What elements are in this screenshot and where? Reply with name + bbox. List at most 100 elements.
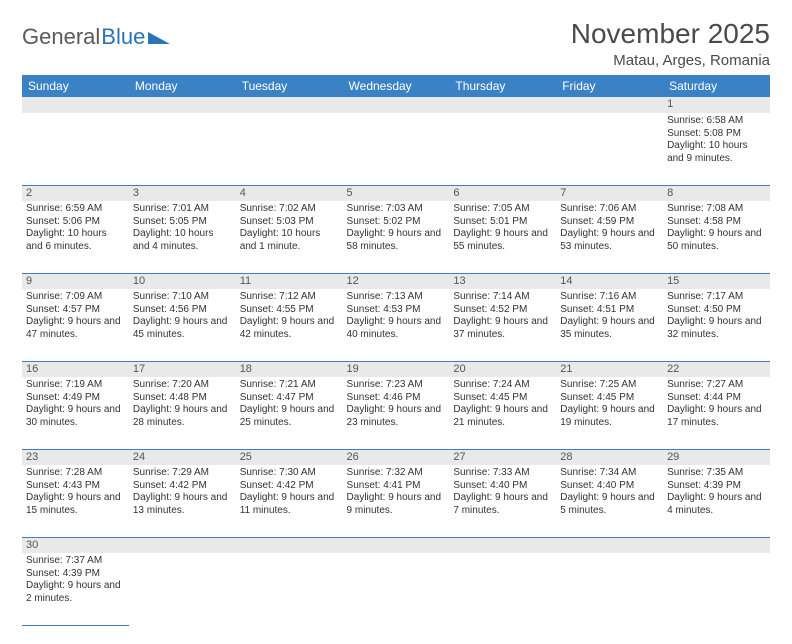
daylight-line: Daylight: 9 hours and 53 minutes. bbox=[560, 228, 659, 253]
day-number-cell bbox=[556, 537, 663, 553]
day-number-cell: 28 bbox=[556, 449, 663, 465]
daylight-line: Daylight: 9 hours and 35 minutes. bbox=[560, 316, 659, 341]
sunrise-line: Sunrise: 7:32 AM bbox=[347, 467, 446, 480]
sunrise-line: Sunrise: 7:14 AM bbox=[453, 291, 552, 304]
daylight-line: Daylight: 9 hours and 4 minutes. bbox=[667, 492, 766, 517]
sunrise-line: Sunrise: 7:33 AM bbox=[453, 467, 552, 480]
day-number-cell bbox=[22, 97, 129, 113]
sunset-line: Sunset: 4:40 PM bbox=[453, 480, 552, 493]
day-number-cell: 17 bbox=[129, 361, 236, 377]
sunset-line: Sunset: 4:44 PM bbox=[667, 392, 766, 405]
daylight-line: Daylight: 10 hours and 6 minutes. bbox=[26, 228, 125, 253]
day-number-cell: 1 bbox=[663, 97, 770, 113]
sunrise-line: Sunrise: 7:29 AM bbox=[133, 467, 232, 480]
weekday-header: Sunday bbox=[22, 75, 129, 97]
day-number-cell bbox=[343, 97, 450, 113]
sunrise-line: Sunrise: 7:17 AM bbox=[667, 291, 766, 304]
sunset-line: Sunset: 5:06 PM bbox=[26, 216, 125, 229]
day-cell: Sunrise: 7:25 AMSunset: 4:45 PMDaylight:… bbox=[556, 377, 663, 449]
day-cell: Sunrise: 7:05 AMSunset: 5:01 PMDaylight:… bbox=[449, 201, 556, 273]
page-subtitle: Matau, Arges, Romania bbox=[571, 52, 770, 69]
day-cell: Sunrise: 7:35 AMSunset: 4:39 PMDaylight:… bbox=[663, 465, 770, 537]
day-number-cell: 25 bbox=[236, 449, 343, 465]
sunrise-line: Sunrise: 7:12 AM bbox=[240, 291, 339, 304]
day-cell: Sunrise: 7:02 AMSunset: 5:03 PMDaylight:… bbox=[236, 201, 343, 273]
day-number-cell bbox=[236, 97, 343, 113]
day-number-cell bbox=[556, 97, 663, 113]
day-cell: Sunrise: 7:14 AMSunset: 4:52 PMDaylight:… bbox=[449, 289, 556, 361]
sunrise-line: Sunrise: 6:58 AM bbox=[667, 115, 766, 128]
sunrise-line: Sunrise: 7:21 AM bbox=[240, 379, 339, 392]
weekday-row: SundayMondayTuesdayWednesdayThursdayFrid… bbox=[22, 75, 770, 97]
daylight-line: Daylight: 9 hours and 28 minutes. bbox=[133, 404, 232, 429]
daylight-line: Daylight: 9 hours and 30 minutes. bbox=[26, 404, 125, 429]
day-cell: Sunrise: 7:30 AMSunset: 4:42 PMDaylight:… bbox=[236, 465, 343, 537]
day-cell bbox=[449, 553, 556, 625]
day-cell: Sunrise: 7:37 AMSunset: 4:39 PMDaylight:… bbox=[22, 553, 129, 625]
weekday-header: Friday bbox=[556, 75, 663, 97]
day-cell: Sunrise: 6:59 AMSunset: 5:06 PMDaylight:… bbox=[22, 201, 129, 273]
sunrise-line: Sunrise: 7:24 AM bbox=[453, 379, 552, 392]
day-cell: Sunrise: 7:09 AMSunset: 4:57 PMDaylight:… bbox=[22, 289, 129, 361]
sunset-line: Sunset: 5:05 PM bbox=[133, 216, 232, 229]
day-cell: Sunrise: 7:33 AMSunset: 4:40 PMDaylight:… bbox=[449, 465, 556, 537]
sunset-line: Sunset: 4:55 PM bbox=[240, 304, 339, 317]
day-cell: Sunrise: 7:01 AMSunset: 5:05 PMDaylight:… bbox=[129, 201, 236, 273]
sunset-line: Sunset: 4:45 PM bbox=[453, 392, 552, 405]
daylight-line: Daylight: 9 hours and 11 minutes. bbox=[240, 492, 339, 517]
sunrise-line: Sunrise: 7:10 AM bbox=[133, 291, 232, 304]
weekday-header: Wednesday bbox=[343, 75, 450, 97]
daylight-line: Daylight: 9 hours and 9 minutes. bbox=[347, 492, 446, 517]
daynum-row: 9101112131415 bbox=[22, 273, 770, 289]
sunset-line: Sunset: 4:52 PM bbox=[453, 304, 552, 317]
day-cell: Sunrise: 7:16 AMSunset: 4:51 PMDaylight:… bbox=[556, 289, 663, 361]
sunset-line: Sunset: 5:03 PM bbox=[240, 216, 339, 229]
sunset-line: Sunset: 4:50 PM bbox=[667, 304, 766, 317]
sunrise-line: Sunrise: 7:25 AM bbox=[560, 379, 659, 392]
sunset-line: Sunset: 4:47 PM bbox=[240, 392, 339, 405]
day-cell: Sunrise: 7:23 AMSunset: 4:46 PMDaylight:… bbox=[343, 377, 450, 449]
day-cell: Sunrise: 7:13 AMSunset: 4:53 PMDaylight:… bbox=[343, 289, 450, 361]
sunset-line: Sunset: 4:51 PM bbox=[560, 304, 659, 317]
sunset-line: Sunset: 4:41 PM bbox=[347, 480, 446, 493]
daynum-row: 2345678 bbox=[22, 185, 770, 201]
page: General Blue November 2025 Matau, Arges,… bbox=[0, 0, 792, 644]
sunset-line: Sunset: 4:39 PM bbox=[26, 568, 125, 581]
day-cell bbox=[556, 553, 663, 625]
day-number-cell bbox=[129, 97, 236, 113]
day-cell: Sunrise: 7:24 AMSunset: 4:45 PMDaylight:… bbox=[449, 377, 556, 449]
day-number-cell: 24 bbox=[129, 449, 236, 465]
day-cell: Sunrise: 7:10 AMSunset: 4:56 PMDaylight:… bbox=[129, 289, 236, 361]
day-number-cell: 5 bbox=[343, 185, 450, 201]
daylight-line: Daylight: 9 hours and 37 minutes. bbox=[453, 316, 552, 341]
daylight-line: Daylight: 9 hours and 17 minutes. bbox=[667, 404, 766, 429]
day-cell: Sunrise: 7:19 AMSunset: 4:49 PMDaylight:… bbox=[22, 377, 129, 449]
day-number-cell: 4 bbox=[236, 185, 343, 201]
daylight-line: Daylight: 9 hours and 23 minutes. bbox=[347, 404, 446, 429]
sunrise-line: Sunrise: 7:05 AM bbox=[453, 203, 552, 216]
sunset-line: Sunset: 4:46 PM bbox=[347, 392, 446, 405]
sunset-line: Sunset: 4:58 PM bbox=[667, 216, 766, 229]
daylight-line: Daylight: 9 hours and 50 minutes. bbox=[667, 228, 766, 253]
title-block: November 2025 Matau, Arges, Romania bbox=[571, 18, 770, 69]
day-cell bbox=[129, 553, 236, 625]
sunrise-line: Sunrise: 7:35 AM bbox=[667, 467, 766, 480]
daynum-row: 1 bbox=[22, 97, 770, 113]
calendar-week-row: Sunrise: 7:09 AMSunset: 4:57 PMDaylight:… bbox=[22, 289, 770, 361]
sunrise-line: Sunrise: 7:13 AM bbox=[347, 291, 446, 304]
sunrise-line: Sunrise: 7:02 AM bbox=[240, 203, 339, 216]
calendar-week-row: Sunrise: 7:28 AMSunset: 4:43 PMDaylight:… bbox=[22, 465, 770, 537]
day-number-cell: 10 bbox=[129, 273, 236, 289]
sunset-line: Sunset: 4:49 PM bbox=[26, 392, 125, 405]
day-cell bbox=[129, 113, 236, 185]
sunset-line: Sunset: 4:43 PM bbox=[26, 480, 125, 493]
day-cell bbox=[663, 553, 770, 625]
sunrise-line: Sunrise: 7:01 AM bbox=[133, 203, 232, 216]
daylight-line: Daylight: 9 hours and 7 minutes. bbox=[453, 492, 552, 517]
sunset-line: Sunset: 5:08 PM bbox=[667, 128, 766, 141]
sunrise-line: Sunrise: 7:27 AM bbox=[667, 379, 766, 392]
daylight-line: Daylight: 10 hours and 1 minute. bbox=[240, 228, 339, 253]
day-cell: Sunrise: 7:21 AMSunset: 4:47 PMDaylight:… bbox=[236, 377, 343, 449]
day-cell: Sunrise: 7:03 AMSunset: 5:02 PMDaylight:… bbox=[343, 201, 450, 273]
day-number-cell: 13 bbox=[449, 273, 556, 289]
